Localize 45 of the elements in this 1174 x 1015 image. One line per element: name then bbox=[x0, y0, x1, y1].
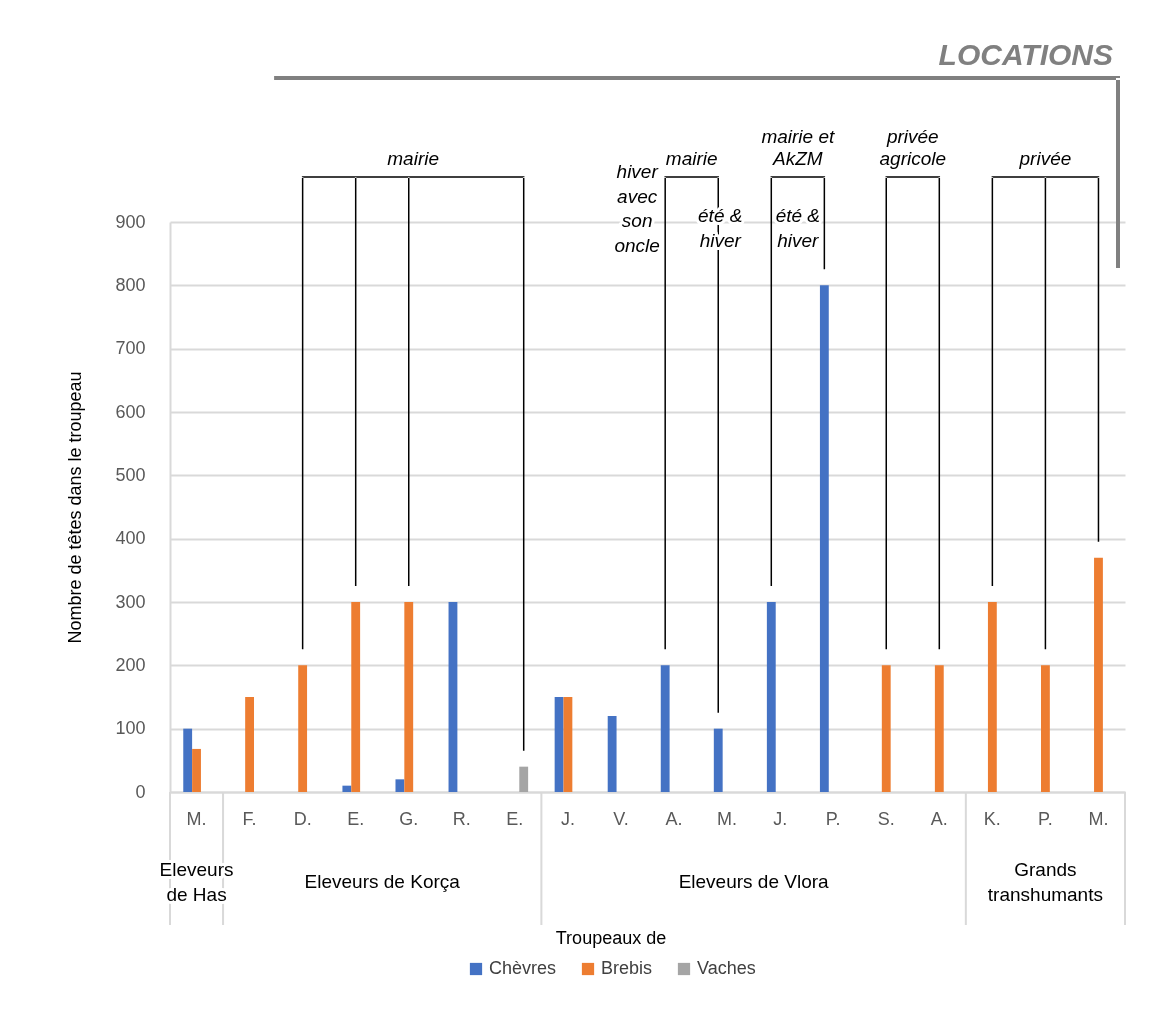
x-tick-label: E. bbox=[347, 808, 365, 829]
x-tick-label: S. bbox=[877, 808, 895, 829]
x-tick-label: M. bbox=[717, 808, 738, 829]
text: Eleveurs de Vlora bbox=[678, 871, 830, 892]
text: Grands transhumants bbox=[987, 858, 1103, 905]
text: privée bbox=[1018, 148, 1072, 169]
y-tick-label: 700 bbox=[115, 338, 146, 359]
y-tick-label: 500 bbox=[115, 464, 146, 485]
text: privée agricole bbox=[879, 126, 947, 169]
legend-label: Vaches bbox=[697, 958, 756, 978]
x-tick-label: D. bbox=[293, 808, 312, 829]
y-tick-label: 100 bbox=[115, 718, 146, 739]
x-tick-label: K. bbox=[983, 808, 1001, 829]
x-tick-label: V. bbox=[613, 808, 629, 829]
text: mairie bbox=[665, 148, 718, 169]
legend-title: Troupeaux de bbox=[555, 928, 667, 948]
text: LOCATIONS bbox=[938, 38, 1113, 71]
x-tick-label: M. bbox=[1088, 808, 1109, 829]
y-tick-label: 800 bbox=[115, 274, 146, 295]
y-axis-title: Nombre de têtes dans le troupeau bbox=[65, 371, 86, 644]
x-tick-label: F. bbox=[242, 808, 257, 829]
y-tick-label: 900 bbox=[115, 211, 146, 232]
x-tick-label: P. bbox=[1038, 808, 1053, 829]
text: Eleveurs de Korça bbox=[304, 871, 461, 892]
x-tick-label: G. bbox=[399, 808, 419, 829]
legend-label: Brebis bbox=[601, 958, 653, 978]
text: mairie et AkZM bbox=[761, 126, 835, 169]
y-tick-label: 300 bbox=[115, 591, 146, 612]
x-tick-label: R. bbox=[452, 808, 471, 829]
x-tick-label: M. bbox=[186, 808, 207, 829]
x-tick-label: A. bbox=[665, 808, 683, 829]
y-tick-label: 400 bbox=[115, 528, 146, 549]
x-tick-label: J. bbox=[773, 808, 788, 829]
x-tick-label: E. bbox=[506, 808, 524, 829]
y-tick-label: 200 bbox=[115, 654, 146, 675]
legend-label: Chèvres bbox=[489, 958, 557, 978]
annotation: hiver avec son oncle bbox=[614, 161, 660, 256]
y-tick-label: 0 bbox=[135, 781, 146, 802]
x-tick-label: A. bbox=[930, 808, 948, 829]
text: Eleveurs de Has bbox=[159, 858, 234, 905]
text: mairie bbox=[387, 148, 440, 169]
y-tick-label: 600 bbox=[115, 401, 146, 422]
annotation: été & hiver bbox=[775, 205, 821, 251]
x-tick-label: P. bbox=[825, 808, 841, 829]
x-tick-label: J. bbox=[560, 808, 575, 829]
